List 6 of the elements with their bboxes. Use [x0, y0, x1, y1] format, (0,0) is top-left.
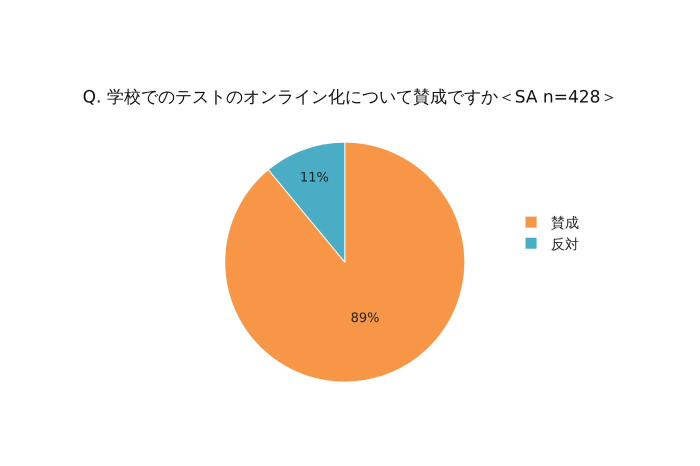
data-label: 89%	[350, 311, 380, 326]
pie-slice	[224, 142, 466, 383]
chart-title: Q. 学校でのテストのオンライン化について賛成ですか＜SA n=428＞	[82, 88, 618, 108]
data-label: 11%	[300, 170, 329, 186]
legend-label: 反対	[551, 236, 579, 253]
legend-label: 賛成	[551, 216, 579, 232]
